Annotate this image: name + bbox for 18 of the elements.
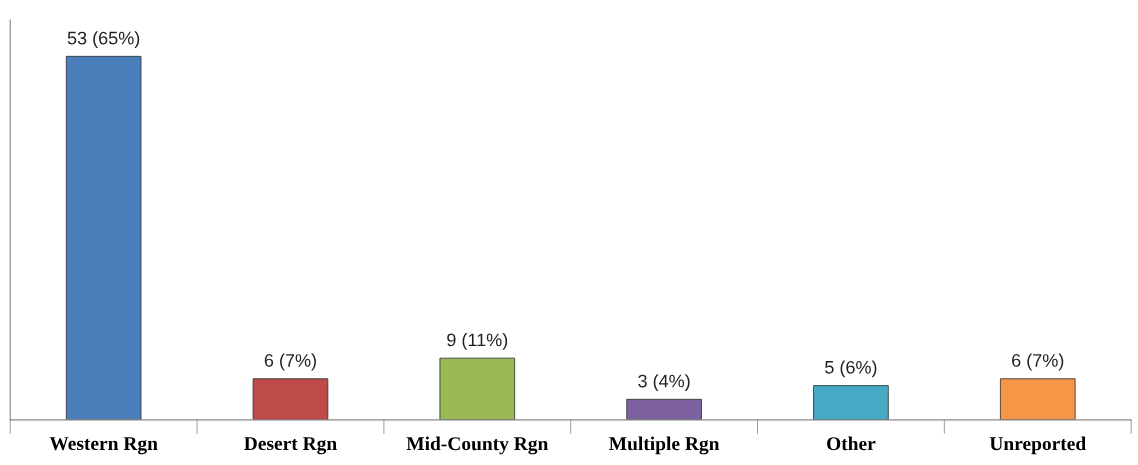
x-tick-label: Other	[827, 436, 876, 451]
bar	[439, 357, 516, 420]
data-label: 9 (11%)	[447, 333, 508, 350]
x-tick-label: Multiple Rgn	[609, 436, 720, 455]
data-label: 53 (65%)	[67, 31, 140, 49]
data-label: 6 (7%)	[1012, 353, 1064, 371]
x-tick-label: Western Rgn	[49, 437, 158, 455]
bar	[999, 378, 1076, 420]
x-tick-label: Mid-County Rgn	[406, 436, 549, 455]
x-tick-label: Desert Rgn	[244, 437, 337, 455]
data-label: 3 (4%)	[638, 374, 690, 391]
data-label: 6 (7%)	[264, 353, 316, 371]
bar	[626, 398, 702, 420]
bar	[813, 385, 889, 420]
data-label: 5 (6%)	[825, 360, 877, 378]
x-tick-label: Unreported	[989, 436, 1086, 455]
bar	[252, 378, 329, 420]
bar	[65, 55, 142, 420]
